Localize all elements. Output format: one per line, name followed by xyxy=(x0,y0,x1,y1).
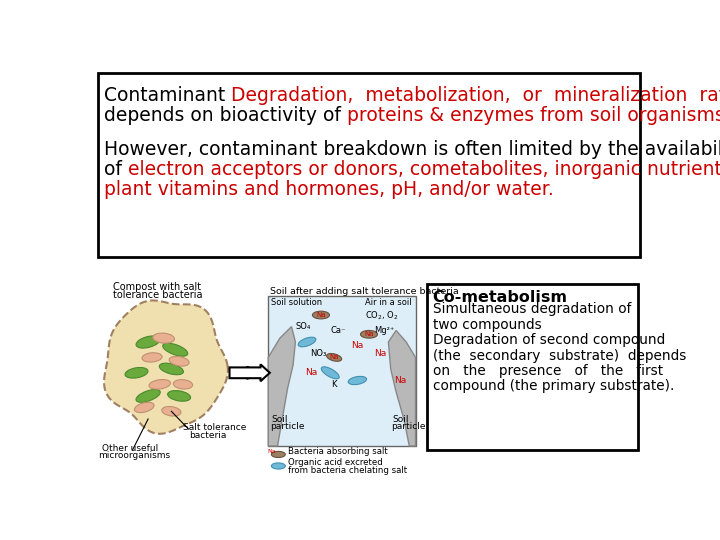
Text: Soil after adding salt tolerance bacteria: Soil after adding salt tolerance bacteri… xyxy=(270,287,459,295)
Text: Compost with salt: Compost with salt xyxy=(113,282,202,292)
Text: Salt tolerance: Salt tolerance xyxy=(183,423,246,432)
Text: Co-metabolism: Co-metabolism xyxy=(433,291,567,306)
Text: Contaminant: Contaminant xyxy=(104,86,231,105)
Text: Organic acid excreted: Organic acid excreted xyxy=(287,458,382,468)
Text: bacteria: bacteria xyxy=(189,430,227,440)
Text: depends on bioactivity of: depends on bioactivity of xyxy=(104,106,347,125)
Text: Na: Na xyxy=(394,376,406,385)
Text: Na: Na xyxy=(267,449,276,454)
Ellipse shape xyxy=(135,402,154,413)
Text: from bacteria chelating salt: from bacteria chelating salt xyxy=(287,466,407,475)
Text: Soil: Soil xyxy=(271,415,288,424)
Text: compound (the primary substrate).: compound (the primary substrate). xyxy=(433,379,674,393)
Text: Na: Na xyxy=(364,332,374,338)
Text: Degradation,  metabolization,  or  mineralization  rate: Degradation, metabolization, or minerali… xyxy=(231,86,720,105)
FancyArrow shape xyxy=(230,364,270,381)
Polygon shape xyxy=(104,300,228,434)
Text: Air in a soil: Air in a soil xyxy=(365,298,412,307)
Text: (the  secondary  substrate)  depends: (the secondary substrate) depends xyxy=(433,348,686,362)
Bar xyxy=(98,72,640,257)
Ellipse shape xyxy=(153,333,174,343)
Text: Na: Na xyxy=(305,368,317,377)
Ellipse shape xyxy=(149,380,171,389)
Ellipse shape xyxy=(136,336,160,348)
Text: particle: particle xyxy=(391,422,426,431)
Text: However, contaminant breakdown is often limited by the availability: However, contaminant breakdown is often … xyxy=(104,140,720,159)
Text: Soil: Soil xyxy=(392,415,409,424)
Ellipse shape xyxy=(174,380,193,389)
Ellipse shape xyxy=(327,354,342,361)
Text: electron acceptors or donors, cometabolites, inorganic nutrients,: electron acceptors or donors, cometaboli… xyxy=(128,160,720,179)
Ellipse shape xyxy=(271,463,285,469)
Ellipse shape xyxy=(162,407,181,416)
Ellipse shape xyxy=(142,353,162,362)
Text: Na: Na xyxy=(374,349,387,358)
Text: Simultaneous degradation of: Simultaneous degradation of xyxy=(433,302,631,316)
Polygon shape xyxy=(269,327,295,446)
Text: CO$_2$, O$_2$: CO$_2$, O$_2$ xyxy=(365,309,399,322)
Text: Soil solution: Soil solution xyxy=(271,298,323,307)
Text: Degradation of second compound: Degradation of second compound xyxy=(433,333,665,347)
Ellipse shape xyxy=(321,367,339,379)
Text: Na: Na xyxy=(351,341,364,350)
Text: K: K xyxy=(331,380,337,389)
Ellipse shape xyxy=(348,376,366,384)
Ellipse shape xyxy=(169,356,189,366)
Text: on   the   presence   of   the   first: on the presence of the first xyxy=(433,364,662,378)
Bar xyxy=(269,296,415,446)
Text: of: of xyxy=(104,160,128,179)
Ellipse shape xyxy=(312,311,330,319)
Text: particle: particle xyxy=(270,422,305,431)
Text: plant vitamins and hormones, pH, and/or water.: plant vitamins and hormones, pH, and/or … xyxy=(104,180,554,199)
Ellipse shape xyxy=(159,363,184,375)
Ellipse shape xyxy=(163,343,188,356)
Bar xyxy=(427,284,638,450)
Ellipse shape xyxy=(271,451,285,457)
Text: NO₃: NO₃ xyxy=(310,349,327,358)
Text: tolerance bacteria: tolerance bacteria xyxy=(113,291,203,300)
Text: Na: Na xyxy=(329,354,339,360)
Text: proteins & enzymes from soil organisms.: proteins & enzymes from soil organisms. xyxy=(347,106,720,125)
Ellipse shape xyxy=(136,389,161,402)
Text: Other useful: Other useful xyxy=(102,444,158,453)
Text: Mg²⁺: Mg²⁺ xyxy=(374,326,395,335)
Text: Ca⁻: Ca⁻ xyxy=(330,326,346,335)
Ellipse shape xyxy=(168,390,191,401)
Ellipse shape xyxy=(298,337,316,347)
Text: two compounds: two compounds xyxy=(433,318,541,332)
Text: Bacteria absorbing salt: Bacteria absorbing salt xyxy=(287,447,387,456)
Ellipse shape xyxy=(361,330,377,338)
Text: Na: Na xyxy=(316,312,325,318)
Ellipse shape xyxy=(125,368,148,378)
Text: microorganisms: microorganisms xyxy=(98,451,170,460)
Text: SO₄: SO₄ xyxy=(295,322,311,331)
Polygon shape xyxy=(388,330,415,446)
